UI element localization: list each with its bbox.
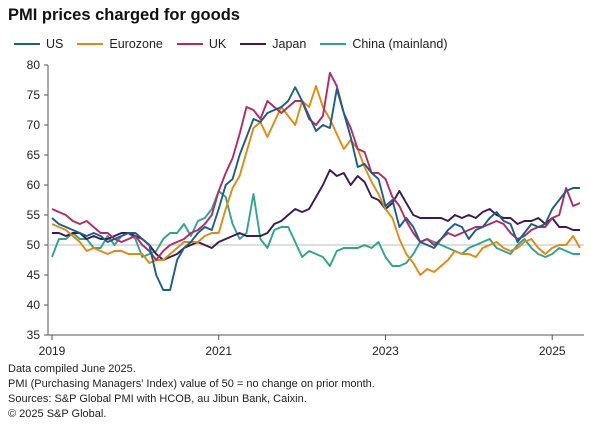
legend-item-china: China (mainland) — [320, 37, 448, 51]
x-tick-label: 2023 — [372, 344, 399, 358]
y-tick-label: 65 — [27, 148, 41, 162]
legend-label-eurozone: Eurozone — [109, 37, 163, 51]
series-line-uk — [51, 71, 581, 261]
legend-swatch-us — [14, 42, 40, 46]
legend-label-japan: Japan — [272, 37, 307, 51]
y-tick-label: 35 — [27, 328, 41, 342]
legend-item-uk: UK — [176, 37, 227, 51]
footnote-definition: PMI (Purchasing Managers' Index) value o… — [8, 378, 375, 390]
chart-footnotes: Data compiled June 2025. PMI (Purchasing… — [8, 362, 375, 422]
chart-title: PMI prices charged for goods — [8, 6, 240, 24]
legend-swatch-eurozone — [77, 42, 104, 46]
y-tick-label: 50 — [27, 238, 41, 252]
legend-swatch-uk — [176, 42, 203, 46]
legend-swatch-china — [320, 42, 347, 46]
series-line-us — [51, 86, 580, 291]
y-tick-label: 70 — [27, 118, 41, 132]
series-line-eurozone — [51, 85, 581, 276]
legend-label-us: US — [46, 37, 64, 51]
y-tick-label: 75 — [27, 88, 41, 102]
legend-item-eurozone: Eurozone — [77, 37, 163, 51]
y-tick-label: 45 — [27, 268, 41, 282]
legend-swatch-japan — [240, 42, 267, 46]
y-tick-label: 80 — [27, 58, 41, 72]
legend-item-japan: Japan — [240, 37, 306, 51]
x-tick-label: 2021 — [205, 344, 232, 358]
legend-label-china: China (mainland) — [352, 37, 448, 51]
legend-item-us: US — [14, 37, 63, 51]
y-tick-label: 55 — [27, 208, 41, 222]
footnote-compiled: Data compiled June 2025. — [8, 363, 136, 375]
x-tick-label: 2019 — [39, 344, 66, 358]
y-tick-label: 40 — [27, 298, 41, 312]
chart-legend: US Eurozone UK Japan China (mainland) — [14, 35, 462, 53]
legend-label-uk: UK — [208, 37, 227, 51]
footnote-copyright: © 2025 S&P Global. — [8, 408, 107, 420]
y-tick-label: 60 — [27, 178, 41, 192]
footnote-sources: Sources: S&P Global PMI with HCOB, au Ji… — [8, 393, 307, 405]
x-tick-label: 2025 — [539, 344, 566, 358]
series-line-china-mainland — [51, 190, 580, 267]
